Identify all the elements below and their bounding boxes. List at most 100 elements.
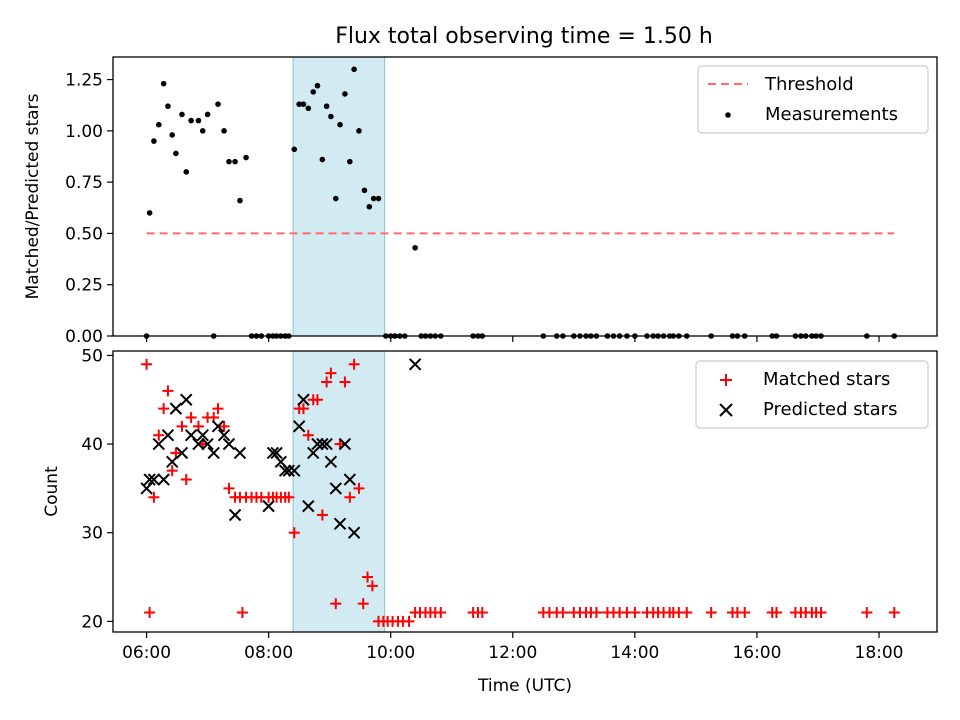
predicted-point-b [343,473,357,486]
predicted-point-b [165,455,179,469]
predicted-point [165,455,179,469]
matched-point [170,447,182,459]
highlight-span [292,56,386,337]
measurement-point [370,195,377,202]
matched-points [141,358,900,627]
matched-point [223,482,235,494]
predicted-point [184,429,198,442]
matched-point [302,429,314,441]
measurement-point [296,101,302,107]
measurement-points [143,66,898,339]
x-tick-label: 16:00 [732,643,781,663]
predicted-point-b [270,446,283,460]
y-tick-label: 1.25 [65,71,103,91]
x-tick-label: 08:00 [244,643,293,663]
measurement-point [215,101,221,107]
predicted-point [288,464,301,477]
predicted-point [140,482,153,495]
matched-point [339,376,351,388]
matched-point [705,606,717,618]
predicted-point-b [147,473,161,486]
matched-point [366,580,378,592]
predicted-point-b [175,446,189,460]
x-tick-label: 14:00 [610,643,659,663]
measurement-point [155,121,162,128]
measurement-point [237,197,243,204]
matched-point [176,420,188,432]
predicted-point [302,499,315,513]
predicted-point [292,420,306,433]
measurement-point [356,128,362,134]
matched-point [185,411,197,423]
predicted-point [311,437,324,451]
measurement-point [169,132,176,138]
predicted-point [329,482,342,495]
predicted-point [316,437,329,451]
predicted-point-b [316,437,329,451]
predicted-points [140,358,422,539]
measurement-point [199,128,206,134]
measurement-point [323,103,330,110]
predicted-point-b [320,437,333,451]
matched-point [162,385,174,397]
matched-point [180,474,192,486]
measurement-point [146,210,153,216]
y-tick-label: 50 [81,346,103,366]
measurement-point [151,138,157,144]
legend-threshold-label: Threshold [764,74,854,95]
measurement-point [337,121,343,128]
matched-point [153,429,165,441]
predicted-point [347,526,361,539]
predicted-point-b [274,455,288,469]
predicted-point-b [324,455,338,469]
measurement-point [361,187,368,194]
matched-point [403,615,415,627]
predicted-point [333,517,347,531]
predicted-point [196,429,209,442]
legend-matched-label: Matched stars [763,369,890,390]
predicted-point [297,393,310,406]
matched-point [325,367,337,379]
measurement-point [188,117,194,124]
predicted-point-b [329,482,342,495]
measurement-point [221,128,227,134]
matched-point [297,403,309,415]
matched-point [353,482,365,494]
predicted-point [222,437,236,451]
predicted-point [201,437,214,451]
y-tick-label: 20 [81,612,103,632]
matched-point [815,606,827,618]
predicted-point [143,473,156,486]
matched-point [557,606,569,618]
predicted-point-b [408,358,422,371]
matched-point [158,403,170,415]
predicted-point-b [302,499,315,513]
predicted-point [324,455,338,469]
predicted-point-b [292,420,306,433]
measurement-point [183,169,190,175]
predicted-point [217,429,231,442]
y-tick-label: 1.00 [65,122,103,142]
predicted-point [233,446,247,460]
predicted-point-b [333,517,347,531]
measurement-point [319,156,326,163]
predicted-point [147,473,161,486]
predicted-point-b [311,437,324,451]
measurement-point [310,89,317,95]
plot-frame-top [112,56,938,337]
predicted-point [408,358,422,371]
matched-point [141,358,153,370]
matched-point [288,527,300,539]
predicted-point [262,499,275,513]
measurement-point [412,244,418,251]
legend-top: Threshold Measurements [697,65,929,134]
matched-point [348,358,360,370]
chart-title: Flux total observing time = 1.50 h [335,24,713,49]
count-panel: 20 30 40 50 06:00 08:00 10:00 12:00 14:00 16:00 1… [42,346,938,696]
matched-point [590,606,602,618]
x-tick-label: 06:00 [122,643,171,663]
matched-point [888,606,900,618]
predicted-point-b [180,393,193,406]
matched-point [476,606,488,618]
